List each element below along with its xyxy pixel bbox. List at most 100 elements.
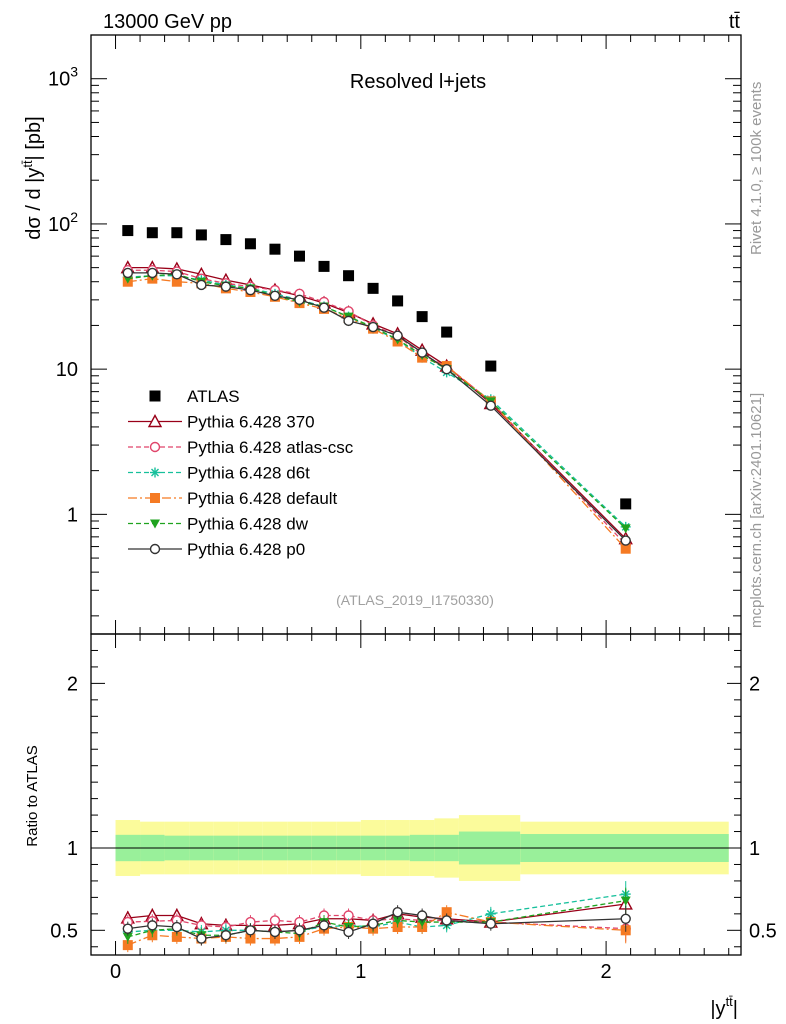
marker-triangle-down xyxy=(620,896,631,906)
marker-circle xyxy=(441,363,452,375)
marker-circle xyxy=(343,926,354,938)
series-line xyxy=(127,272,627,542)
marker-square xyxy=(293,250,305,262)
header-left: 13000 GeV pp xyxy=(103,11,232,33)
y-tick-label-left: 1 xyxy=(67,838,78,860)
marker-square xyxy=(367,282,379,294)
x-axis-label: |ytt̄| xyxy=(710,994,738,1020)
plot-title: Resolved l+jets xyxy=(350,71,486,93)
marker-square xyxy=(171,227,183,239)
marker-square xyxy=(620,498,632,510)
marker-square xyxy=(122,940,133,951)
legend-entry: Pythia 6.428 dw xyxy=(128,515,309,534)
legend-label: Pythia 6.428 atlas-csc xyxy=(187,438,354,457)
marker-circle xyxy=(196,933,207,944)
marker-circle xyxy=(485,400,497,411)
marker-circle xyxy=(416,910,428,921)
marker-star xyxy=(150,467,160,478)
marker-square xyxy=(245,933,256,944)
y-label-part-b: | [pb] xyxy=(23,116,45,160)
y-axis-label-main: dσ / d |ytt̄| [pb] xyxy=(20,116,45,239)
marker-square xyxy=(441,907,452,918)
y-tick-label-right: 0.5 xyxy=(749,920,777,942)
marker-square xyxy=(392,295,404,307)
ratio-plot: 0 1 2 0.5 0.5 1 1 2 2 xyxy=(50,633,777,983)
marker-square xyxy=(343,270,355,282)
marker-circle xyxy=(149,543,161,555)
marker-square xyxy=(220,234,232,246)
marker-circle xyxy=(620,913,631,924)
y-tick-label: 102 xyxy=(48,209,78,236)
marker-triangle-down xyxy=(620,524,631,534)
marker-circle xyxy=(441,915,452,926)
marker-square xyxy=(171,931,182,942)
marker-circle xyxy=(122,923,133,934)
marker-square xyxy=(485,360,497,372)
ratio-line xyxy=(127,911,626,940)
marker-circle xyxy=(620,535,631,546)
legend-entry: Pythia 6.428 370 xyxy=(128,413,315,432)
header-right: tt̄ xyxy=(729,11,741,33)
marker-circle xyxy=(196,279,207,291)
marker-circle xyxy=(343,315,354,327)
marker-triangle-down xyxy=(122,932,133,942)
marker-triangle xyxy=(147,414,163,428)
x-tick-label: 0 xyxy=(110,961,121,983)
legend-entry: Pythia 6.428 default xyxy=(128,489,338,508)
marker-circle xyxy=(122,267,133,279)
marker-triangle-down xyxy=(417,918,428,928)
series-line xyxy=(127,266,627,540)
marker-square xyxy=(195,229,207,241)
marker-circle xyxy=(269,926,281,938)
marker-circle xyxy=(171,921,183,933)
y-tick-label: 10 xyxy=(56,359,78,381)
series-line xyxy=(127,269,627,545)
star-stroke xyxy=(486,909,495,918)
marker-circle xyxy=(367,321,379,333)
ratio-line xyxy=(127,911,626,946)
y-label-part-a: dσ / d |y xyxy=(23,168,45,240)
marker-square xyxy=(122,225,134,237)
marker-circle xyxy=(171,269,183,280)
legend-label: Pythia 6.428 p0 xyxy=(187,540,305,559)
analysis-id: (ATLAS_2019_I1750330) xyxy=(336,592,494,608)
marker-circle xyxy=(294,294,305,306)
marker-square xyxy=(149,390,161,402)
legend-label: ATLAS xyxy=(187,387,240,406)
legend: ATLAS Pythia 6.428 370 Pythia 6.428 atlas-… xyxy=(128,387,354,559)
marker-square xyxy=(441,326,453,338)
marker-circle xyxy=(485,918,497,929)
marker-circle xyxy=(392,330,403,341)
marker-square xyxy=(416,311,428,323)
marker-square xyxy=(269,243,281,255)
x-label-part-b: | xyxy=(733,998,738,1020)
marker-circle xyxy=(294,925,305,936)
ratio-frame xyxy=(90,633,742,956)
ratio-line xyxy=(127,914,626,930)
marker-circle xyxy=(245,925,256,936)
marker-triangle-down xyxy=(392,916,403,926)
marker-circle xyxy=(220,930,232,941)
y-tick-label-left: 2 xyxy=(67,673,78,695)
legend-label: Pythia 6.428 370 xyxy=(187,413,315,432)
ratio-line xyxy=(127,893,626,933)
y-tick-label: 1 xyxy=(67,504,78,526)
marker-circle xyxy=(392,907,403,918)
marker-triangle-down xyxy=(150,519,160,529)
marker-circle xyxy=(220,281,232,292)
y-label-sup: tt̄ xyxy=(20,160,35,168)
legend-label: Pythia 6.428 dw xyxy=(187,515,309,534)
marker-circle xyxy=(416,347,428,358)
x-tick-label: 1 xyxy=(355,961,366,983)
marker-circle xyxy=(269,915,281,926)
y-axis-label-ratio: Ratio to ATLAS xyxy=(24,745,41,846)
legend-entry: Pythia 6.428 d6t xyxy=(128,464,310,483)
marker-circle xyxy=(318,302,330,313)
side-note-top: Rivet 4.1.0, ≥ 100k events xyxy=(748,82,765,255)
legend-label: Pythia 6.428 default xyxy=(187,489,338,508)
x-label-sup: tt̄ xyxy=(726,994,734,1009)
marker-circle xyxy=(367,918,379,929)
side-note-bottom: mcplots.cern.ch [arXiv:2401.10621] xyxy=(748,393,765,628)
marker-square xyxy=(146,227,158,239)
